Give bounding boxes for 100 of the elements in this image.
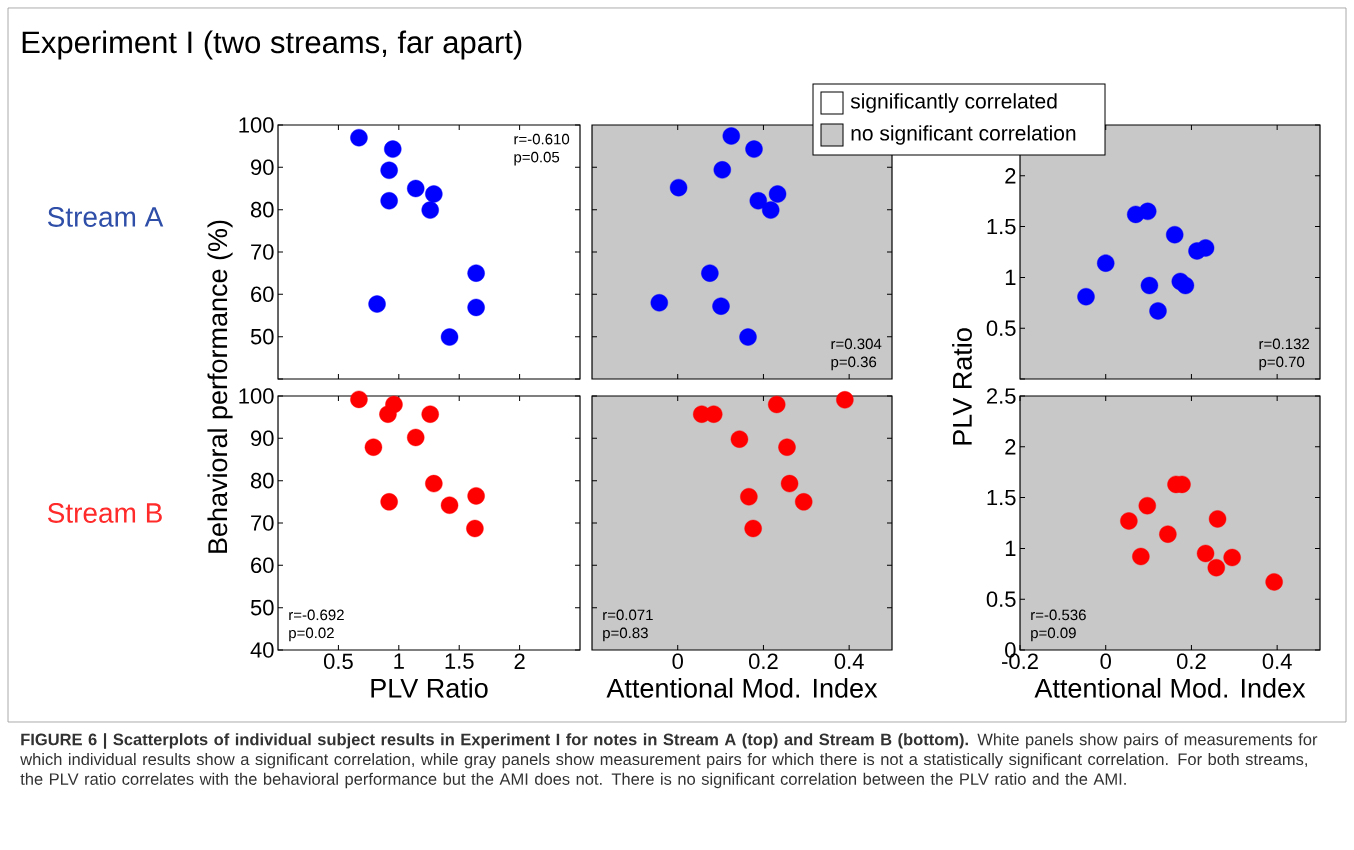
point: [380, 161, 398, 179]
point: [722, 127, 740, 145]
y-axis-title: PLV Ratio: [952, 328, 972, 445]
point: [466, 519, 484, 538]
y-tick-label: 2: [1005, 439, 1016, 455]
annotation: r=0.304: [831, 338, 882, 350]
y-axis-title: Behavioral performance (%): [207, 220, 233, 553]
x-tick-label: 0.5: [323, 653, 353, 670]
point: [1159, 525, 1177, 543]
point: [701, 264, 719, 282]
y-tick-label: 70: [251, 244, 274, 260]
y-tick-label: 90: [251, 159, 274, 176]
y-tick-label: 1.5: [987, 218, 1016, 235]
annotation: p=0.05: [514, 151, 560, 166]
y-tick-label: 2: [1005, 168, 1016, 184]
point: [669, 178, 688, 197]
y-tick-label: 0.5: [986, 320, 1016, 336]
point: [384, 140, 402, 158]
y-tick-label: 90: [251, 430, 274, 447]
point: [1196, 544, 1215, 563]
x-tick-label: 0.2: [749, 653, 778, 670]
text: FIGURE 6 | Scatterplots of individual subject results in Experiment I for notes in Stream A (top) and Stream B (bottom). White panels show pairs of measurements for which individual results show a significant correlation, while gray panels show measurement pairs for which there is not a statistically significant correlation. For both streams, the PLV ratio correlates with the behavioral performance but the AMI does not. There is no significant correlation between the PLV ratio and the AMI.: [20, 733, 1318, 789]
annotation: p=0.83: [603, 627, 648, 642]
y-tick-label: 100: [239, 117, 274, 133]
point: [407, 428, 425, 447]
y-tick-label: 100: [239, 388, 274, 404]
point: [421, 201, 439, 219]
point: [730, 430, 749, 448]
y-tick-label: 50: [250, 328, 274, 345]
y-tick-label: 80: [250, 472, 274, 489]
point: [1166, 226, 1184, 244]
point: [1097, 254, 1115, 272]
point: [712, 297, 730, 315]
point: [749, 192, 767, 210]
point: [440, 328, 459, 346]
point: [1176, 276, 1195, 295]
annotation: p=0.02: [289, 627, 334, 642]
point: [421, 405, 439, 423]
x-tick-label: 2: [514, 653, 525, 669]
point: [740, 488, 758, 506]
x-tick-label: 0: [1100, 653, 1111, 670]
annotation: r=-0.692: [289, 609, 344, 621]
point: [768, 185, 787, 203]
x-tick-label: 0.2: [1177, 653, 1206, 670]
point: [467, 264, 485, 282]
point: [1132, 547, 1150, 566]
y-tick-label: 0.5: [986, 591, 1016, 607]
y-tick-label: 70: [251, 515, 274, 531]
point: [1138, 497, 1156, 515]
point: [425, 185, 443, 203]
point: [1265, 573, 1283, 591]
y-tick-label: 2.5: [987, 388, 1016, 404]
annotation: r=0.132: [1259, 338, 1310, 350]
point: [1120, 512, 1138, 530]
point: [795, 493, 813, 511]
point: [713, 161, 731, 179]
point: [739, 328, 757, 346]
point: [364, 438, 383, 456]
point: [1223, 548, 1241, 567]
point: [1140, 276, 1159, 295]
point: [467, 487, 485, 505]
point: [705, 405, 723, 423]
annotation: p=0.70: [1259, 356, 1305, 371]
text: Stream A: [47, 207, 164, 227]
point: [744, 519, 762, 538]
point: [1208, 510, 1227, 528]
point: [780, 474, 799, 493]
x-tick-label: 1: [394, 653, 404, 669]
point: [1207, 558, 1225, 577]
point: [1077, 287, 1095, 306]
text: Stream B: [47, 503, 162, 523]
x-axis-title: Attentional Mod. Index: [1034, 677, 1306, 698]
x-axis-title: PLV Ratio: [371, 677, 488, 698]
annotation: no significant correlation: [851, 125, 1076, 145]
x-tick-label: 0.4: [1262, 653, 1292, 670]
x-tick-label: 1.5: [445, 653, 474, 669]
point: [650, 294, 668, 312]
point: [379, 405, 397, 423]
point: [380, 493, 398, 511]
point: [1139, 202, 1157, 221]
point: [1196, 239, 1215, 257]
point: [768, 395, 786, 414]
y-tick-label: 40: [250, 642, 274, 658]
y-tick-label: 80: [250, 201, 274, 218]
point: [425, 474, 443, 493]
point: [1149, 302, 1167, 320]
y-tick-label: 50: [250, 599, 274, 616]
point: [467, 298, 485, 317]
x-axis-title: Attentional Mod. Index: [606, 677, 878, 698]
point: [368, 295, 386, 313]
annotation: p=0.36: [831, 356, 877, 371]
point: [380, 192, 398, 210]
point: [745, 140, 763, 158]
point: [350, 390, 368, 409]
annotation: r=-0.610: [514, 133, 570, 145]
text: significantly correlated: [850, 93, 1057, 113]
x-tick-label: 0: [672, 653, 683, 670]
annotation: p=0.09: [1031, 627, 1076, 642]
x-tick-label: 0.4: [834, 653, 864, 670]
point: [350, 128, 368, 147]
